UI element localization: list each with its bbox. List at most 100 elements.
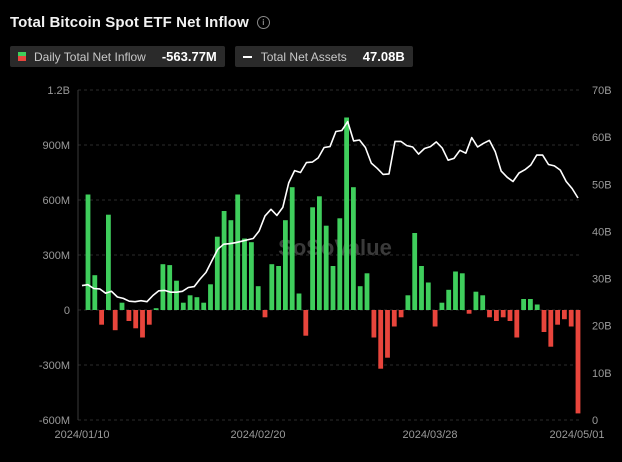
x-axis-tick: 2024/05/01 <box>549 429 604 441</box>
bar <box>330 266 336 310</box>
bar <box>242 238 247 310</box>
x-axis-tick: 2024/01/10 <box>54 429 109 441</box>
bar <box>228 220 234 310</box>
bar <box>99 310 104 325</box>
info-icon[interactable]: i <box>256 16 270 29</box>
right-axis-tick: 30B <box>592 274 612 286</box>
bar <box>412 233 418 310</box>
chart-title: Total Bitcoin Spot ETF Net Inflow <box>10 14 249 31</box>
bar <box>337 218 343 310</box>
right-axis-tick: 50B <box>592 179 612 191</box>
bar <box>283 220 288 310</box>
bar <box>548 310 554 347</box>
bar <box>425 282 431 310</box>
bar <box>208 284 213 310</box>
left-axis-tick: 0 <box>64 305 70 317</box>
legend-item-net-inflow[interactable]: Daily Total Net Inflow -563.77M <box>10 46 225 67</box>
bar <box>276 266 281 310</box>
left-axis-tick: -600M <box>39 415 70 427</box>
legend-value: -563.77M <box>161 49 217 64</box>
bar <box>180 302 186 310</box>
bar <box>494 310 499 321</box>
bar <box>562 310 567 320</box>
bar <box>303 310 309 336</box>
bar <box>221 211 227 310</box>
bar <box>555 310 560 325</box>
right-axis-tick: 70B <box>592 85 612 97</box>
bar <box>575 310 581 414</box>
left-axis-tick: -300M <box>39 360 70 372</box>
watermark: SoSoValue <box>278 235 392 260</box>
bar <box>126 310 132 321</box>
bar <box>466 310 472 314</box>
right-axis-tick: 60B <box>592 132 612 144</box>
bar <box>296 293 302 310</box>
bar <box>385 310 390 358</box>
bar <box>174 280 179 310</box>
bar <box>534 304 540 310</box>
left-axis-tick: 900M <box>42 140 70 152</box>
bar <box>255 286 261 310</box>
bar <box>133 310 139 329</box>
bar <box>160 264 166 310</box>
x-axis-tick: 2024/02/20 <box>230 429 285 441</box>
right-axis-tick: 20B <box>592 321 612 333</box>
bar <box>487 310 492 318</box>
bar <box>439 302 445 310</box>
bar <box>167 265 173 310</box>
bar <box>112 310 118 331</box>
bar <box>432 310 438 327</box>
bar <box>146 310 152 325</box>
bar <box>289 187 295 310</box>
legend-item-net-assets[interactable]: Total Net Assets 47.08B <box>234 46 413 67</box>
bar <box>514 310 520 338</box>
bar <box>500 310 506 318</box>
bar <box>528 299 533 310</box>
chart-header: Total Bitcoin Spot ETF Net Inflow i <box>10 14 270 31</box>
net-assets-line <box>81 120 579 303</box>
bar <box>378 310 384 369</box>
bar <box>235 194 241 310</box>
bar <box>521 299 526 310</box>
bar <box>480 295 486 310</box>
bar <box>371 310 377 338</box>
bar <box>119 302 125 310</box>
bar <box>249 242 254 310</box>
bar <box>507 310 513 321</box>
bar <box>351 187 356 310</box>
legend-label: Total Net Assets <box>260 49 347 64</box>
legend-value: 47.08B <box>362 49 405 64</box>
bar <box>568 310 574 327</box>
bar <box>405 295 411 310</box>
right-axis-tick: 0 <box>592 415 598 427</box>
bar <box>201 302 207 310</box>
bar <box>344 117 349 310</box>
x-axis-tick: 2024/03/28 <box>402 429 457 441</box>
bar <box>317 196 322 310</box>
bar <box>187 295 193 310</box>
bar <box>419 266 424 310</box>
bar <box>459 273 465 310</box>
bar <box>140 310 145 338</box>
bar <box>323 225 329 310</box>
bar <box>473 291 479 310</box>
left-axis-tick: 300M <box>42 250 70 262</box>
line-swatch-icon <box>242 55 252 58</box>
bar <box>153 308 159 310</box>
bar <box>310 207 315 310</box>
bar <box>453 271 458 310</box>
legend-label: Daily Total Net Inflow <box>34 49 146 64</box>
legend: Daily Total Net Inflow -563.77M Total Ne… <box>10 46 413 67</box>
bar <box>398 310 404 318</box>
bar <box>262 310 268 318</box>
bar <box>85 194 91 310</box>
bar <box>194 297 200 310</box>
bar <box>541 310 547 332</box>
bar <box>92 275 98 310</box>
bar <box>106 214 111 310</box>
bar <box>364 273 370 310</box>
bar <box>357 286 363 310</box>
bar <box>269 264 275 310</box>
left-axis-tick: 600M <box>42 195 70 207</box>
